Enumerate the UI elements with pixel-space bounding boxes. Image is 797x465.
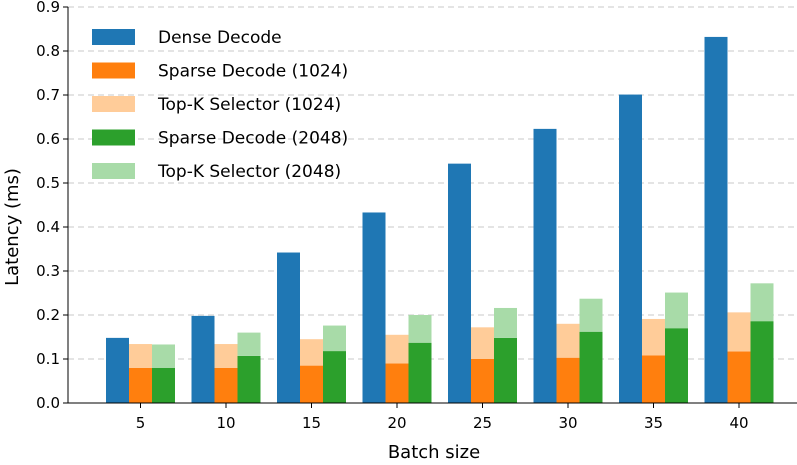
legend-swatch-sparse-decode-1024 <box>92 62 135 79</box>
bar-sparse-decode-2048-40 <box>750 321 774 403</box>
legend-label-top-k-selector-2048: Top-K Selector (2048) <box>157 162 341 182</box>
y-tick-label: 0.5 <box>36 174 60 192</box>
bar-sparse-decode-1024-30 <box>556 357 580 403</box>
y-tick-label: 0.6 <box>36 130 60 148</box>
legend-swatch-dense-decode <box>92 29 135 45</box>
bar-top-k-selector-1024-20 <box>385 334 409 364</box>
bar-sparse-decode-2048-20 <box>408 342 432 403</box>
bar-dense-decode-35 <box>619 94 642 403</box>
bar-sparse-decode-1024-15 <box>300 365 323 403</box>
legend-swatch-sparse-decode-2048 <box>92 129 135 146</box>
bar-sparse-decode-1024-35 <box>642 355 665 403</box>
bar-top-k-selector-1024-40 <box>727 312 751 352</box>
x-tick-label: 5 <box>136 414 146 432</box>
y-tick-label: 0.0 <box>36 394 60 412</box>
bar-top-k-selector-2048-10 <box>237 332 261 356</box>
x-tick-label: 40 <box>729 414 748 432</box>
bar-sparse-decode-1024-10 <box>214 367 238 403</box>
bar-top-k-selector-1024-15 <box>300 339 323 366</box>
legend: Dense Decode Sparse Decode (1024) Top-K Se… <box>92 28 348 182</box>
y-tick-label: 0.8 <box>36 42 60 60</box>
bar-sparse-decode-2048-35 <box>665 328 688 403</box>
legend-label-dense-decode: Dense Decode <box>158 28 282 48</box>
y-tick-label: 0.9 <box>36 0 60 16</box>
bar-sparse-decode-1024-5 <box>129 367 152 403</box>
y-tick-label: 0.3 <box>36 262 60 280</box>
bar-top-k-selector-2048-20 <box>408 315 432 343</box>
bar-top-k-selector-2048-25 <box>494 307 517 338</box>
y-tick-label: 0.2 <box>36 306 60 324</box>
bar-dense-decode-5 <box>106 337 129 403</box>
bar-sparse-decode-2048-30 <box>579 331 603 403</box>
y-tick-label: 0.4 <box>36 218 60 236</box>
x-axis-ticks: 5 10 15 20 25 30 35 40 <box>136 403 749 432</box>
y-axis-label: Latency (ms) <box>2 168 23 286</box>
bar-dense-decode-10 <box>191 315 215 403</box>
bar-top-k-selector-2048-40 <box>750 283 774 322</box>
bar-top-k-selector-1024-25 <box>471 327 494 359</box>
bar-top-k-selector-2048-5 <box>152 344 175 368</box>
x-tick-label: 25 <box>473 414 492 432</box>
x-tick-label: 30 <box>558 414 577 432</box>
bar-top-k-selector-1024-5 <box>129 344 152 368</box>
bar-top-k-selector-1024-30 <box>556 323 580 358</box>
bar-dense-decode-25 <box>448 163 471 403</box>
bar-dense-decode-20 <box>362 212 386 403</box>
bar-top-k-selector-2048-35 <box>665 292 688 329</box>
legend-label-top-k-selector-1024: Top-K Selector (1024) <box>157 95 341 115</box>
legend-swatch-top-k-selector-2048 <box>92 163 135 179</box>
bar-dense-decode-30 <box>533 128 557 403</box>
y-tick-label: 0.1 <box>36 350 60 368</box>
legend-swatch-top-k-selector-1024 <box>92 96 135 112</box>
axes <box>67 7 797 404</box>
bar-sparse-decode-2048-15 <box>323 351 346 403</box>
bar-sparse-decode-2048-10 <box>237 355 261 403</box>
x-tick-label: 15 <box>302 414 321 432</box>
bar-sparse-decode-1024-20 <box>385 363 409 403</box>
bar-sparse-decode-2048-25 <box>494 337 517 403</box>
y-axis-ticks: 0.0 0.1 0.2 0.3 0.4 0.5 0.6 0.7 0.8 0.9 <box>36 0 68 412</box>
grid-lines <box>68 6 797 360</box>
x-tick-label: 10 <box>216 414 235 432</box>
bar-sparse-decode-1024-40 <box>727 351 751 403</box>
y-tick-label: 0.7 <box>36 86 60 104</box>
legend-label-sparse-decode-1024: Sparse Decode (1024) <box>158 62 348 82</box>
bar-sparse-decode-2048-5 <box>152 367 175 403</box>
x-axis-label: Batch size <box>388 442 480 463</box>
bar-dense-decode-15 <box>277 252 300 403</box>
legend-label-sparse-decode-2048: Sparse Decode (2048) <box>158 129 348 149</box>
x-tick-label: 20 <box>387 414 406 432</box>
bar-top-k-selector-1024-10 <box>214 344 238 368</box>
bar-dense-decode-40 <box>704 36 728 404</box>
bar-sparse-decode-1024-25 <box>471 359 494 403</box>
bars <box>106 36 774 404</box>
x-tick-label: 35 <box>644 414 663 432</box>
bar-top-k-selector-1024-35 <box>642 318 665 356</box>
bar-top-k-selector-2048-15 <box>323 325 346 352</box>
bar-top-k-selector-2048-30 <box>579 298 603 332</box>
